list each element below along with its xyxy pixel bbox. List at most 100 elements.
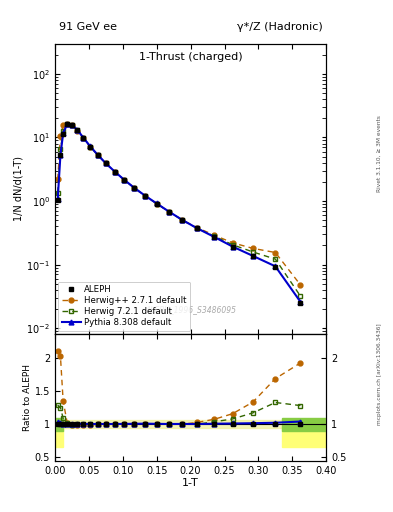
ALEPH <box>212 234 217 240</box>
Pythia 8.308 default <box>81 135 86 141</box>
ALEPH <box>65 121 70 127</box>
Herwig 7.2.1 default <box>70 122 74 128</box>
Legend: ALEPH, Herwig++ 2.7.1 default, Herwig 7.2.1 default, Pythia 8.308 default: ALEPH, Herwig++ 2.7.1 default, Herwig 7.… <box>59 282 190 331</box>
Pythia 8.308 default <box>112 168 117 175</box>
Herwig 7.2.1 default <box>61 128 66 134</box>
Herwig 7.2.1 default <box>122 177 127 183</box>
Pythia 8.308 default <box>95 152 100 158</box>
ALEPH <box>61 131 66 137</box>
ALEPH <box>154 201 159 207</box>
Bar <box>55 419 63 447</box>
Herwig++ 2.7.1 default <box>212 232 217 238</box>
Herwig++ 2.7.1 default <box>65 120 70 126</box>
Pythia 8.308 default <box>212 234 217 240</box>
Pythia 8.308 default <box>180 217 185 223</box>
ALEPH <box>143 193 147 199</box>
Herwig 7.2.1 default <box>154 201 159 207</box>
ALEPH <box>70 122 74 128</box>
Herwig 7.2.1 default <box>81 135 86 141</box>
Pythia 8.308 default <box>154 200 159 206</box>
Herwig++ 2.7.1 default <box>273 249 278 255</box>
Text: 91 GeV ee: 91 GeV ee <box>59 22 117 32</box>
Pythia 8.308 default <box>195 225 200 231</box>
Text: mcplots.cern.ch [arXiv:1306.3436]: mcplots.cern.ch [arXiv:1306.3436] <box>377 323 382 424</box>
Pythia 8.308 default <box>88 143 93 150</box>
Herwig++ 2.7.1 default <box>167 208 171 215</box>
Herwig++ 2.7.1 default <box>81 135 86 141</box>
Bar <box>55 420 326 428</box>
Herwig 7.2.1 default <box>180 217 185 223</box>
Pythia 8.308 default <box>122 177 127 183</box>
Bar <box>282 418 326 431</box>
ALEPH <box>298 300 303 306</box>
Pythia 8.308 default <box>61 130 66 136</box>
Pythia 8.308 default <box>103 160 108 166</box>
Herwig++ 2.7.1 default <box>103 160 108 166</box>
Herwig++ 2.7.1 default <box>132 185 137 191</box>
Bar <box>55 418 63 431</box>
Pythia 8.308 default <box>167 208 171 215</box>
Herwig 7.2.1 default <box>132 185 137 191</box>
Herwig 7.2.1 default <box>112 168 117 175</box>
Herwig 7.2.1 default <box>88 143 93 150</box>
Text: γ*/Z (Hadronic): γ*/Z (Hadronic) <box>237 22 322 32</box>
Line: ALEPH: ALEPH <box>55 122 303 305</box>
Herwig++ 2.7.1 default <box>195 225 200 231</box>
Y-axis label: 1/N dN/d(1-T): 1/N dN/d(1-T) <box>13 157 24 221</box>
ALEPH <box>103 160 108 166</box>
Line: Pythia 8.308 default: Pythia 8.308 default <box>55 121 303 304</box>
ALEPH <box>251 253 255 260</box>
Pythia 8.308 default <box>55 196 60 202</box>
Herwig++ 2.7.1 default <box>70 122 74 129</box>
Herwig 7.2.1 default <box>55 189 60 196</box>
Herwig 7.2.1 default <box>58 146 63 153</box>
Pythia 8.308 default <box>273 263 278 269</box>
ALEPH <box>95 152 100 158</box>
ALEPH <box>55 197 60 203</box>
Herwig++ 2.7.1 default <box>112 168 117 175</box>
X-axis label: 1-T: 1-T <box>182 478 199 488</box>
ALEPH <box>230 244 235 250</box>
Herwig 7.2.1 default <box>195 225 200 231</box>
ALEPH <box>81 135 86 141</box>
Herwig++ 2.7.1 default <box>61 122 66 129</box>
Herwig++ 2.7.1 default <box>122 177 127 183</box>
Pythia 8.308 default <box>298 298 303 305</box>
Herwig++ 2.7.1 default <box>251 245 255 251</box>
Pythia 8.308 default <box>70 121 74 127</box>
Pythia 8.308 default <box>75 127 80 133</box>
Pythia 8.308 default <box>58 152 63 158</box>
Herwig 7.2.1 default <box>65 120 70 126</box>
Pythia 8.308 default <box>132 185 137 191</box>
Herwig 7.2.1 default <box>298 293 303 299</box>
ALEPH <box>122 177 127 183</box>
ALEPH <box>180 217 185 223</box>
ALEPH <box>132 185 137 191</box>
Herwig 7.2.1 default <box>95 152 100 158</box>
ALEPH <box>195 225 200 231</box>
Herwig 7.2.1 default <box>212 233 217 239</box>
Herwig 7.2.1 default <box>75 127 80 133</box>
Pythia 8.308 default <box>251 253 255 259</box>
Pythia 8.308 default <box>143 193 147 199</box>
Bar <box>282 419 326 447</box>
ALEPH <box>112 168 117 175</box>
Text: 1-Thrust (charged): 1-Thrust (charged) <box>139 52 242 62</box>
ALEPH <box>58 153 63 159</box>
Herwig++ 2.7.1 default <box>298 282 303 288</box>
Herwig++ 2.7.1 default <box>55 176 60 182</box>
Y-axis label: Ratio to ALEPH: Ratio to ALEPH <box>23 364 32 431</box>
Line: Herwig 7.2.1 default: Herwig 7.2.1 default <box>55 121 303 298</box>
Herwig++ 2.7.1 default <box>88 144 93 150</box>
ALEPH <box>273 264 278 270</box>
Herwig++ 2.7.1 default <box>230 240 235 246</box>
Line: Herwig++ 2.7.1 default: Herwig++ 2.7.1 default <box>55 121 303 287</box>
Herwig 7.2.1 default <box>273 256 278 262</box>
Pythia 8.308 default <box>230 244 235 250</box>
Herwig 7.2.1 default <box>143 193 147 199</box>
Text: Rivet 3.1.10, ≥ 3M events: Rivet 3.1.10, ≥ 3M events <box>377 115 382 192</box>
Text: ALEPH_1996_S3486095: ALEPH_1996_S3486095 <box>145 305 236 314</box>
Herwig 7.2.1 default <box>103 160 108 166</box>
Herwig++ 2.7.1 default <box>180 217 185 223</box>
Herwig 7.2.1 default <box>167 208 171 215</box>
